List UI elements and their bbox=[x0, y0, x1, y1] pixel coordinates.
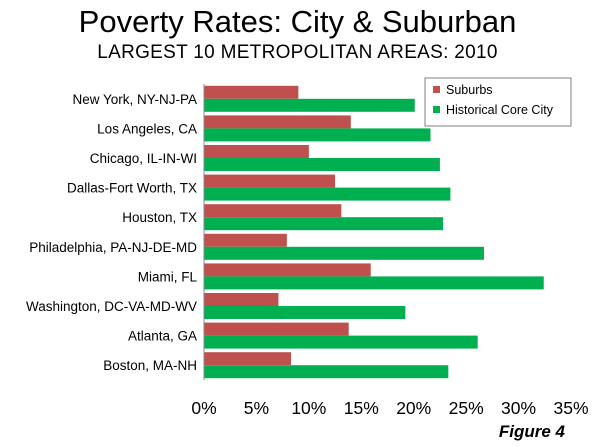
bar-core bbox=[204, 217, 444, 231]
category-label: Houston, TX bbox=[122, 210, 197, 225]
category-label: Atlanta, GA bbox=[128, 329, 197, 344]
x-tick-label: 15% bbox=[344, 398, 379, 418]
legend-box bbox=[424, 77, 572, 127]
category-label: Chicago, IL-IN-WI bbox=[90, 151, 197, 166]
bar-core bbox=[204, 335, 478, 349]
x-tick-label: 10% bbox=[291, 398, 326, 418]
x-tick-label: 5% bbox=[244, 398, 269, 418]
bar-suburbs bbox=[204, 322, 349, 336]
legend-label-core: Historical Core City bbox=[446, 103, 554, 117]
category-label: Philadelphia, PA-NJ-DE-MD bbox=[29, 240, 197, 255]
x-tick-label: 25% bbox=[449, 398, 484, 418]
bar-suburbs bbox=[204, 293, 279, 306]
category-label: Miami, FL bbox=[138, 269, 198, 284]
bar-core bbox=[204, 98, 415, 112]
legend-swatch-core bbox=[433, 106, 440, 113]
category-label: New York, NY-NJ-PA bbox=[72, 92, 197, 107]
bar-suburbs bbox=[204, 263, 371, 277]
bar-core bbox=[204, 306, 406, 319]
bar-core bbox=[204, 128, 431, 142]
x-tick-label: 0% bbox=[191, 398, 216, 418]
category-label: Boston, MA-NH bbox=[103, 358, 197, 373]
legend-swatch-suburbs bbox=[433, 86, 440, 93]
figure-label: Figure 4 bbox=[498, 422, 565, 441]
bar-suburbs bbox=[204, 115, 351, 129]
bar-core bbox=[204, 246, 484, 260]
x-tick-label: 30% bbox=[501, 398, 536, 418]
bar-suburbs bbox=[204, 174, 336, 188]
bar-core bbox=[204, 365, 449, 379]
bar-suburbs bbox=[204, 352, 292, 366]
category-label: Los Angeles, CA bbox=[97, 121, 197, 136]
x-tick-label: 20% bbox=[396, 398, 431, 418]
chart-subtitle: LARGEST 10 METROPOLITAN AREAS: 2010 bbox=[97, 42, 498, 63]
x-tick-label: 35% bbox=[553, 398, 588, 418]
bar-core bbox=[204, 158, 440, 171]
bar-suburbs bbox=[204, 145, 309, 158]
chart-title: Poverty Rates: City & Suburban bbox=[78, 4, 517, 39]
bar-suburbs bbox=[204, 233, 287, 247]
legend-label-suburbs: Suburbs bbox=[446, 83, 493, 97]
legend: Suburbs Historical Core City bbox=[424, 77, 572, 127]
category-label: Dallas-Fort Worth, TX bbox=[67, 181, 197, 196]
bar-core bbox=[204, 187, 451, 201]
bar-core bbox=[204, 276, 544, 290]
bar-suburbs bbox=[204, 85, 299, 99]
bar-suburbs bbox=[204, 204, 342, 218]
category-label: Washington, DC-VA-MD-WV bbox=[26, 299, 197, 314]
